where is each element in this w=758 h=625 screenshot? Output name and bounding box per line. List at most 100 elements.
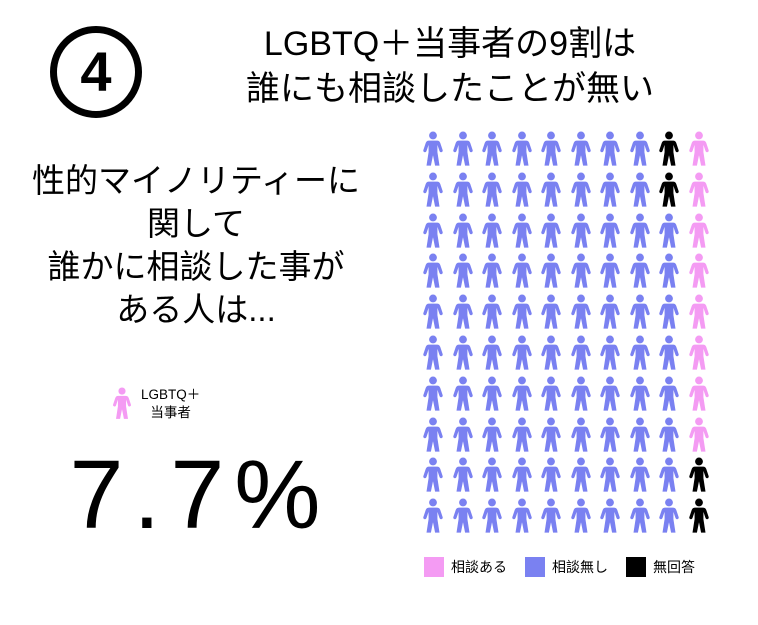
person-icon xyxy=(509,131,535,168)
legend-label: 相談ある xyxy=(451,559,507,575)
person-icon xyxy=(509,417,535,454)
person-icon xyxy=(479,253,505,290)
person-icon xyxy=(479,294,505,331)
description-text: 性的マイノリティーに 関して 誰かに相談した事が ある人は... xyxy=(0,160,392,332)
person-icon xyxy=(420,131,446,168)
person-icon xyxy=(686,417,712,454)
person-icon xyxy=(538,253,564,290)
person-icon xyxy=(627,294,653,331)
person-icon xyxy=(656,335,682,372)
description-line-3: 誰かに相談した事が xyxy=(47,247,345,285)
person-icon xyxy=(568,498,594,535)
person-icon xyxy=(597,498,623,535)
person-icon xyxy=(568,294,594,331)
person-icon xyxy=(568,376,594,413)
person-icon xyxy=(420,457,446,494)
person-icon xyxy=(509,253,535,290)
person-icon xyxy=(538,213,564,250)
person-icon xyxy=(450,131,476,168)
person-icon xyxy=(509,457,535,494)
person-icon xyxy=(686,498,712,535)
person-icon xyxy=(627,131,653,168)
person-icon xyxy=(538,131,564,168)
person-icon xyxy=(627,376,653,413)
person-icon xyxy=(597,417,623,454)
person-icon xyxy=(597,376,623,413)
waffle-chart xyxy=(420,131,715,539)
person-icon xyxy=(509,498,535,535)
person-icon xyxy=(597,457,623,494)
person-icon xyxy=(686,335,712,372)
person-icon xyxy=(479,213,505,250)
person-icon xyxy=(538,172,564,209)
person-icon xyxy=(597,213,623,250)
person-icon xyxy=(538,417,564,454)
person-icon xyxy=(509,172,535,209)
legend-swatch xyxy=(626,557,646,577)
person-icon xyxy=(686,253,712,290)
person-icon xyxy=(627,335,653,372)
legend-item: 相談無し xyxy=(525,557,608,577)
person-icon xyxy=(686,376,712,413)
person-icon xyxy=(538,498,564,535)
legend-swatch xyxy=(525,557,545,577)
person-icon xyxy=(656,253,682,290)
person-icon xyxy=(509,213,535,250)
person-icon xyxy=(450,417,476,454)
legend-label: 無回答 xyxy=(653,559,695,575)
person-icon xyxy=(479,376,505,413)
person-icon xyxy=(627,253,653,290)
person-icon xyxy=(479,498,505,535)
section-number: 4 xyxy=(80,40,112,103)
person-icon xyxy=(450,294,476,331)
person-icon xyxy=(656,213,682,250)
section-number-badge: 4 xyxy=(50,26,142,118)
person-icon xyxy=(450,376,476,413)
person-icon xyxy=(538,335,564,372)
person-icon xyxy=(568,417,594,454)
person-icon xyxy=(568,213,594,250)
person-icon xyxy=(450,253,476,290)
person-icon xyxy=(686,131,712,168)
person-icon xyxy=(627,498,653,535)
person-icon xyxy=(509,294,535,331)
person-icon xyxy=(568,131,594,168)
legend-label: 相談無し xyxy=(552,559,608,575)
person-icon xyxy=(450,213,476,250)
title-line-2: 誰にも相談したことが無い xyxy=(246,69,654,108)
person-icon xyxy=(479,335,505,372)
person-icon xyxy=(597,172,623,209)
person-icon xyxy=(420,294,446,331)
legend-swatch xyxy=(424,557,444,577)
person-icon xyxy=(656,498,682,535)
person-icon xyxy=(450,335,476,372)
person-icon xyxy=(568,457,594,494)
person-icon xyxy=(479,417,505,454)
person-icon xyxy=(627,213,653,250)
person-icon xyxy=(656,172,682,209)
subject-label: LGBTQ＋ 当事者 xyxy=(141,386,200,421)
person-icon xyxy=(420,172,446,209)
lgbtq-person-icon xyxy=(110,387,134,421)
person-icon xyxy=(568,253,594,290)
person-icon xyxy=(568,335,594,372)
person-icon xyxy=(597,253,623,290)
stat-value: 7.7% xyxy=(69,440,331,549)
person-icon xyxy=(420,417,446,454)
person-icon xyxy=(656,457,682,494)
person-icon xyxy=(509,376,535,413)
description-line-4: ある人は... xyxy=(116,290,276,328)
legend-item: 相談ある xyxy=(424,557,507,577)
person-icon xyxy=(420,498,446,535)
page-title: LGBTQ＋当事者の9割は 誰にも相談したことが無い xyxy=(150,22,750,112)
legend-item: 無回答 xyxy=(626,557,695,577)
person-icon xyxy=(479,172,505,209)
person-icon xyxy=(597,131,623,168)
person-icon xyxy=(509,335,535,372)
person-icon xyxy=(627,457,653,494)
person-icon xyxy=(597,294,623,331)
legend: 相談ある 相談無し 無回答 xyxy=(424,557,695,577)
subject-label-line-1: LGBTQ＋ xyxy=(141,387,201,402)
person-icon xyxy=(686,294,712,331)
